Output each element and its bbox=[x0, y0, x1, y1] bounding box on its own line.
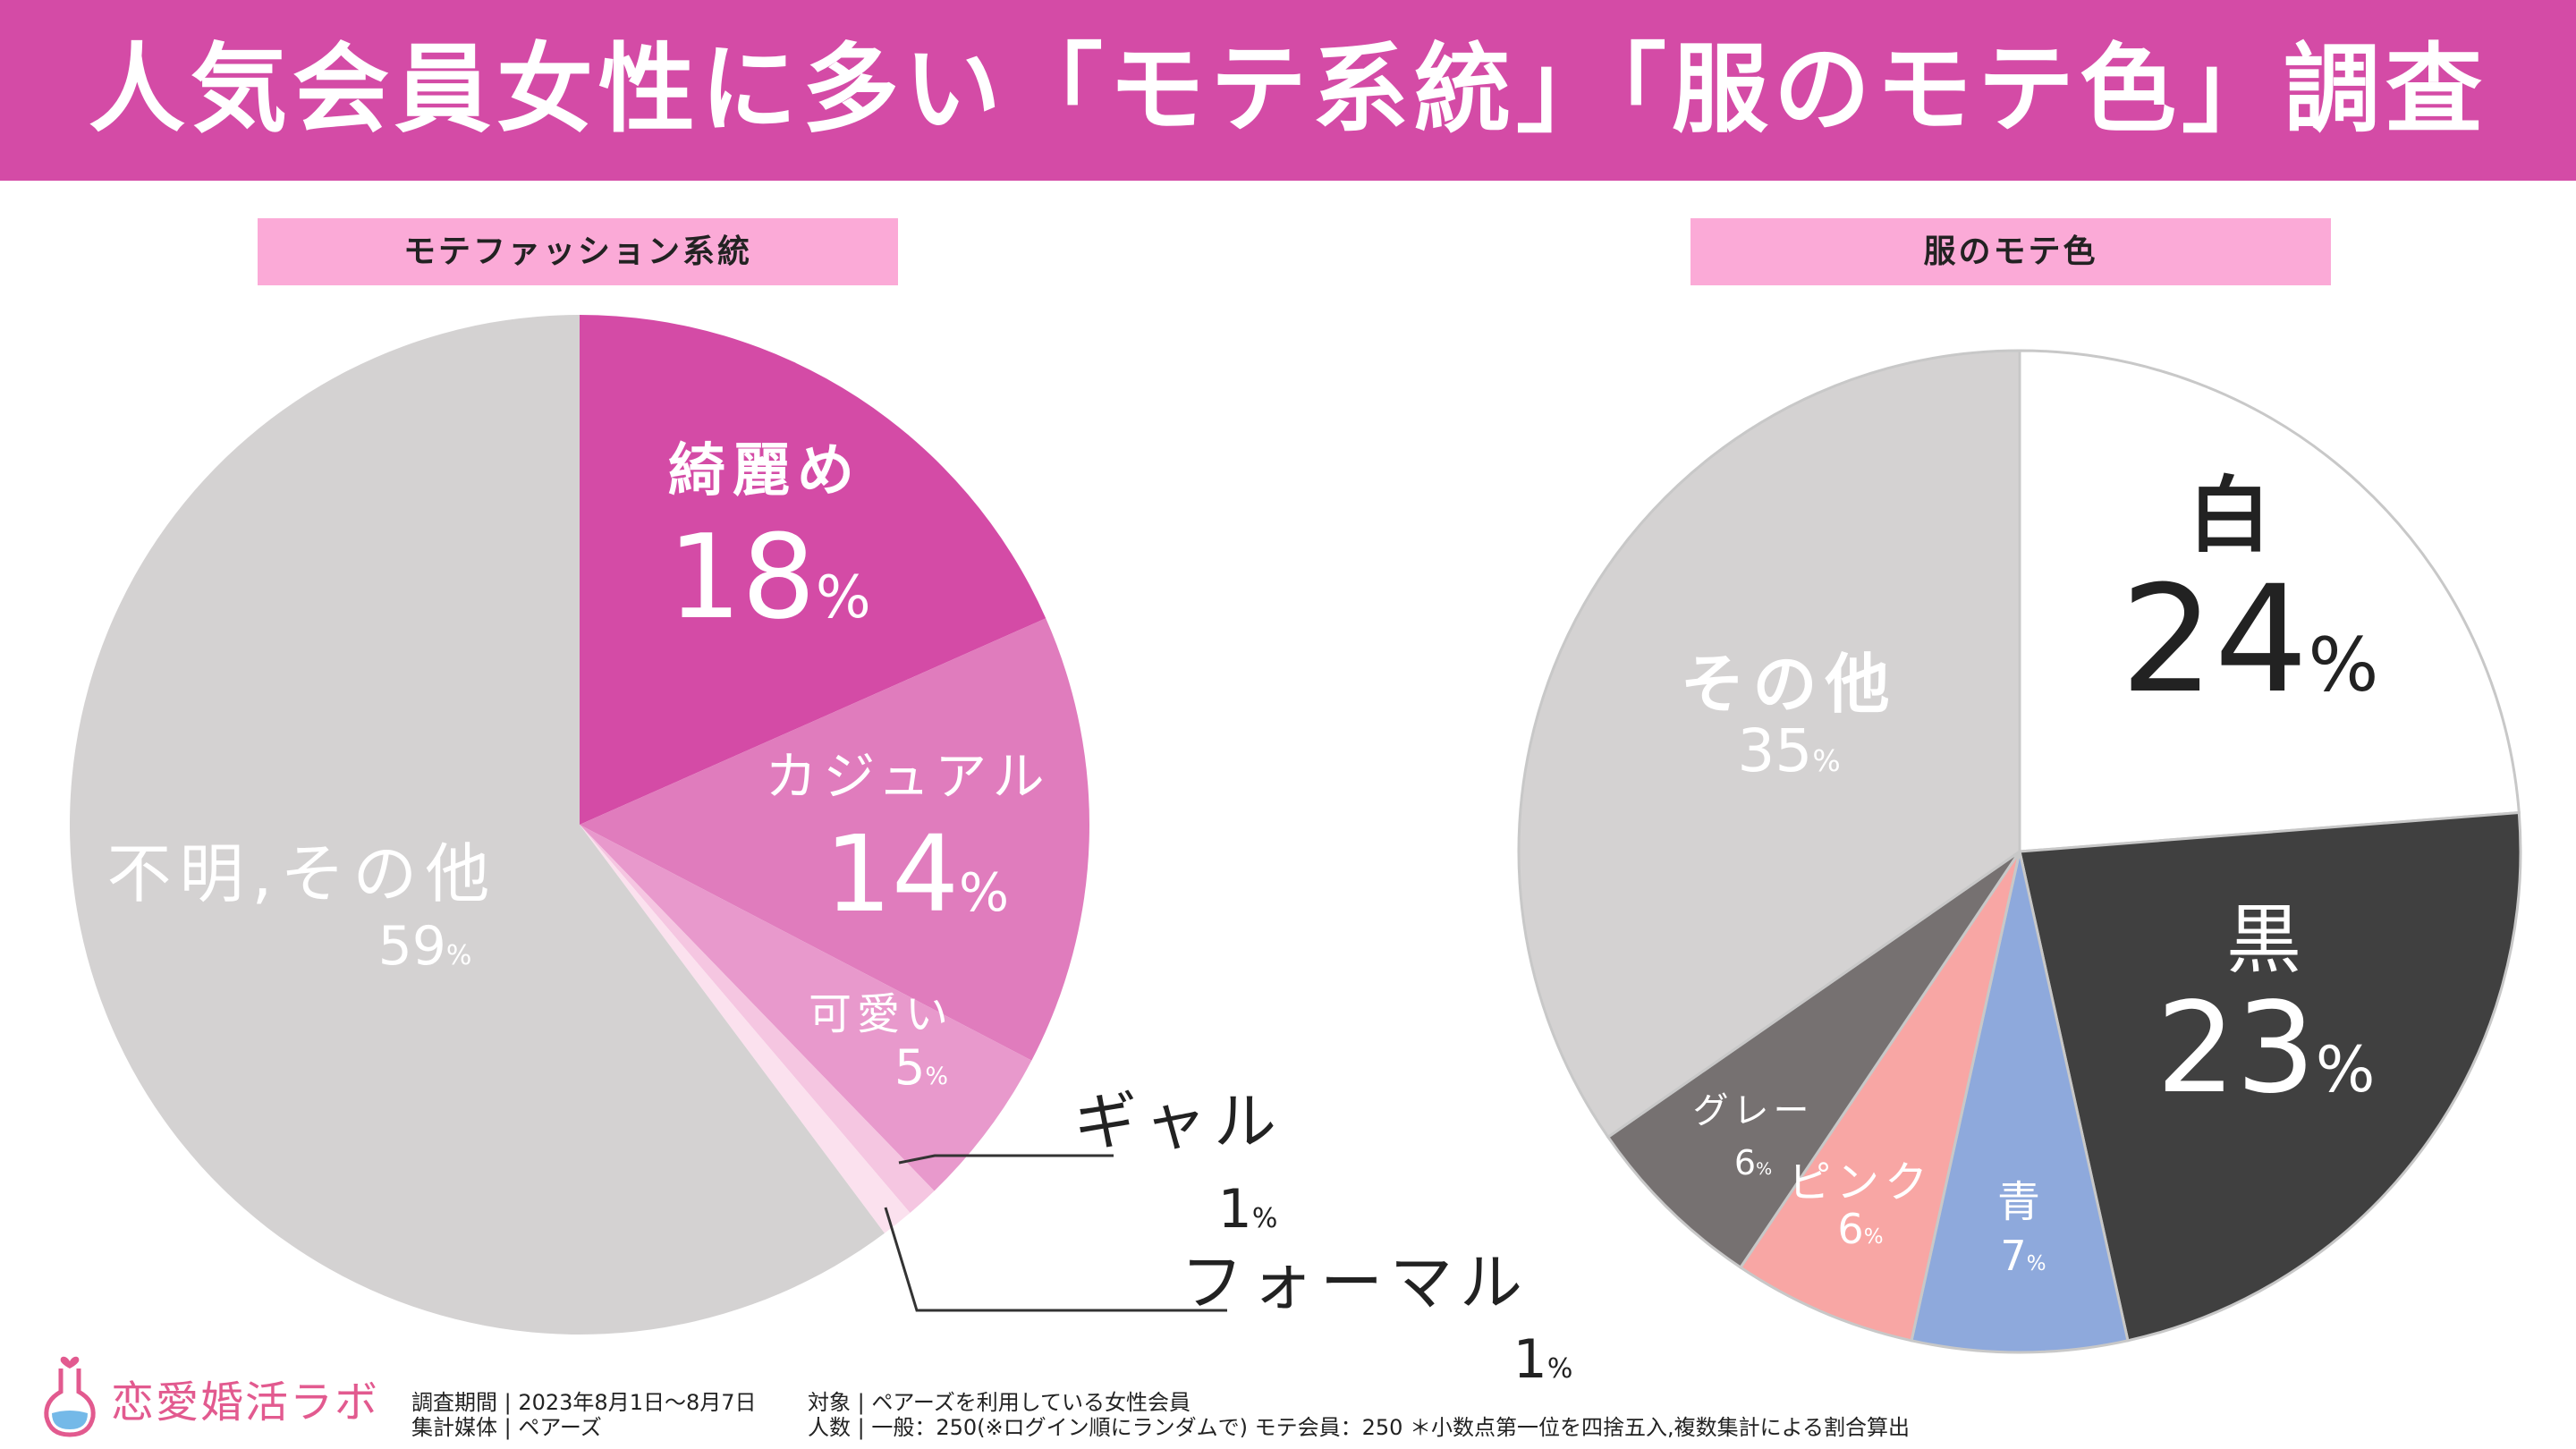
right-pie-slice-5 bbox=[1606, 850, 2021, 1270]
left-slice-value-4: 1% bbox=[1218, 1178, 1278, 1241]
right-slice-value-2: 23% bbox=[2157, 976, 2376, 1122]
left-pie-slice-6 bbox=[70, 315, 885, 1335]
right-slice-label-3: 青 bbox=[1997, 1177, 2046, 1227]
survey-period: 調査期間 | 2023年8月1日～8月7日 bbox=[411, 1390, 757, 1415]
left-slice-value-6: 59% bbox=[378, 915, 472, 978]
flask-logo-icon bbox=[44, 1356, 96, 1437]
survey-sample: 人数 | 一般：250(※ログイン順にランダムで) モテ会員：250 ＊小数点第… bbox=[808, 1415, 1910, 1440]
left-chart-label: モテファッション系統 bbox=[258, 218, 898, 285]
left-leader-line-2 bbox=[884, 1207, 1227, 1312]
left-leader-line-1 bbox=[898, 1154, 1114, 1165]
right-slice-value-3: 7% bbox=[2000, 1232, 2046, 1280]
right-slice-label-2: 黒 bbox=[2226, 896, 2310, 984]
right-slice-value-4: 6% bbox=[1837, 1205, 1883, 1253]
left-pie-slice-1 bbox=[580, 315, 1046, 825]
right-pie-slice-1 bbox=[2018, 349, 2521, 853]
left-slice-value-1: 18% bbox=[667, 509, 870, 645]
right-slice-label-6: その他 bbox=[1680, 647, 1897, 722]
left-slice-label-2: カジュアル bbox=[765, 746, 1050, 807]
logo-text: 恋愛婚活ラボ bbox=[111, 1377, 380, 1428]
survey-media: 集計媒体 | ペアーズ bbox=[411, 1415, 602, 1440]
right-chart-label: 服のモテ色 bbox=[1690, 218, 2331, 285]
left-slice-label-3: 可愛い bbox=[809, 989, 953, 1039]
header-bar: 人気会員女性に多い「モテ系統」「服のモテ色」調査 bbox=[0, 0, 2576, 181]
right-slice-value-5: 6% bbox=[1734, 1143, 1772, 1182]
right-slice-label-4: ピンク bbox=[1788, 1157, 1933, 1208]
right-pie-slice-2 bbox=[2018, 810, 2522, 1343]
footer: 恋愛婚活ラボ 調査期間 | 2023年8月1日～8月7日 集計媒体 | ペアーズ… bbox=[0, 1342, 2576, 1449]
left-slice-label-5: フォーマル bbox=[1181, 1246, 1530, 1319]
left-slice-value-3: 5% bbox=[894, 1039, 948, 1096]
survey-target: 対象 | ペアーズを利用している女性会員 bbox=[808, 1390, 1191, 1415]
left-pie-slice-3 bbox=[580, 825, 1032, 1191]
left-slice-value-5: 1% bbox=[1513, 1328, 1573, 1391]
left-slice-label-6: 不明,その他 bbox=[107, 836, 498, 911]
right-slice-value-1: 24% bbox=[2121, 554, 2379, 725]
right-slice-value-6: 35% bbox=[1737, 716, 1840, 785]
left-pie-slice-4 bbox=[580, 825, 935, 1214]
right-slice-label-5: グレー bbox=[1693, 1090, 1814, 1131]
right-slice-label-1: 白 bbox=[2188, 468, 2280, 564]
right-pie-slice-3 bbox=[1910, 851, 2130, 1354]
left-slice-label-1: 綺麗め bbox=[668, 438, 861, 504]
left-slice-label-4: ギャル bbox=[1074, 1085, 1284, 1158]
left-pie-slice-5 bbox=[580, 825, 911, 1233]
left-slice-value-2: 14% bbox=[825, 812, 1009, 936]
right-pie-slice-6 bbox=[1517, 349, 2021, 1140]
right-pie-slice-4 bbox=[1738, 851, 2021, 1343]
page-title: 人気会員女性に多い「モテ系統」「服のモテ色」調査 bbox=[88, 34, 2487, 146]
left-pie-slice-2 bbox=[580, 618, 1090, 1061]
